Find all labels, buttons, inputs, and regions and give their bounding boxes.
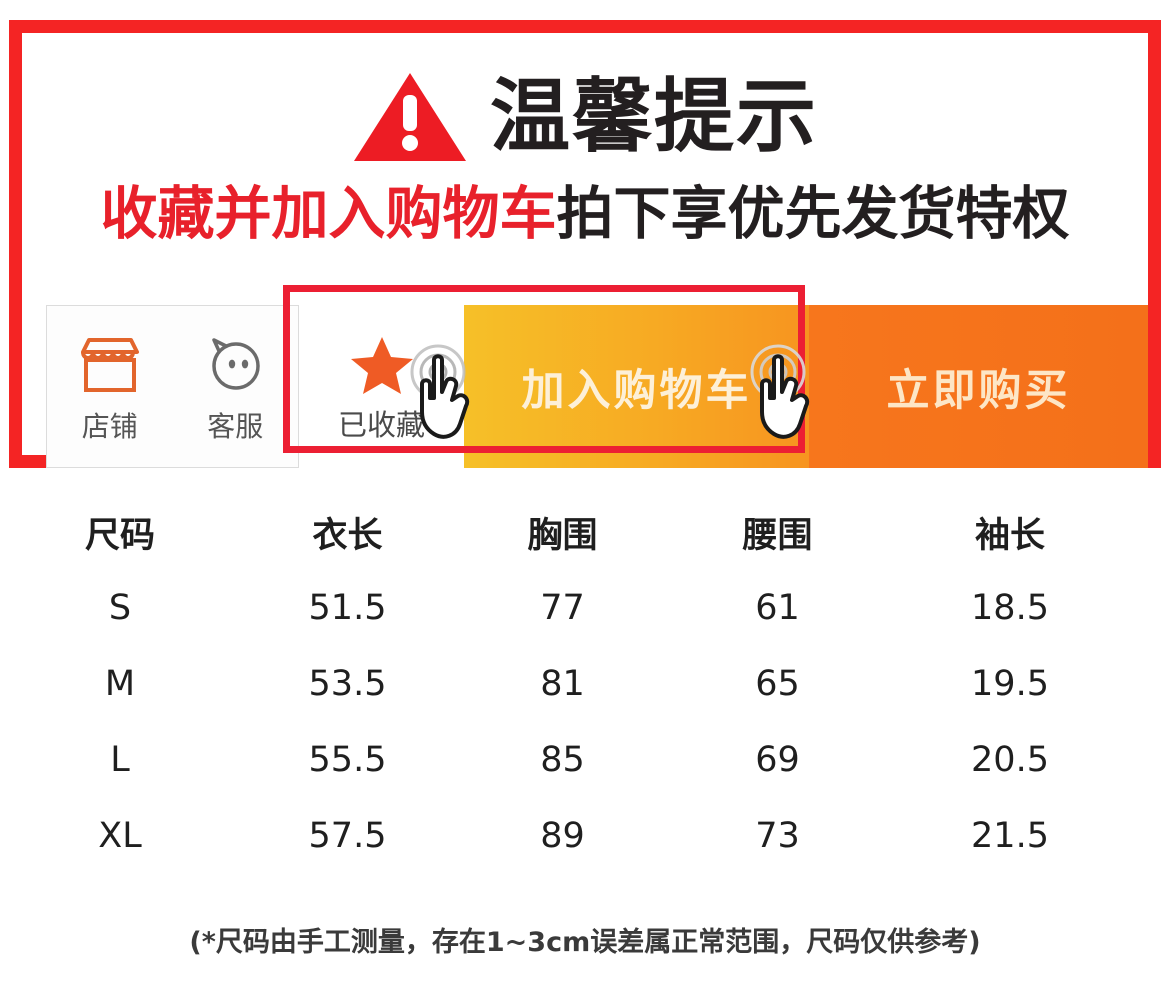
cell-bust: 77 xyxy=(540,588,585,628)
promo-title-row: 温馨提示 xyxy=(22,61,1148,173)
column-header-waist: 腰围 xyxy=(742,515,813,556)
column-header-sleeve: 袖长 xyxy=(974,515,1045,556)
cell-sleeve: 21.5 xyxy=(971,816,1049,856)
favorite-button[interactable]: 已收藏 xyxy=(299,305,464,468)
table-row: L 55.5 85 69 20.5 xyxy=(0,722,1170,798)
promo-frame: 温馨提示 收藏并加入购物车拍下享优先发货特权 店铺 xyxy=(9,20,1161,468)
shop-button[interactable]: 店铺 xyxy=(55,329,165,445)
warning-triangle-icon xyxy=(352,71,468,163)
column-header-length: 衣长 xyxy=(312,515,383,556)
cell-bust: 81 xyxy=(540,664,585,704)
promo-headline: 温馨提示 收藏并加入购物车拍下享优先发货特权 xyxy=(22,33,1148,245)
customer-service-face-icon xyxy=(202,329,268,401)
shop-service-group: 店铺 客服 xyxy=(46,305,299,468)
cell-length: 51.5 xyxy=(308,588,387,628)
footnote: (*尺码由手工测量，存在1~3cm误差属正常范围，尺码仅供参考) xyxy=(189,927,981,958)
cell-sleeve: 18.5 xyxy=(971,588,1049,628)
size-table-header-row: 尺码 衣长 胸围 腰围 袖长 xyxy=(0,494,1170,570)
cell-length: 53.5 xyxy=(308,664,387,704)
shop-button-label: 店铺 xyxy=(81,409,138,443)
star-icon xyxy=(349,330,415,400)
cell-sleeve: 19.5 xyxy=(971,664,1049,704)
customer-service-button[interactable]: 客服 xyxy=(180,329,290,445)
buy-now-button[interactable]: 立即购买 xyxy=(809,305,1148,468)
cell-size: XL xyxy=(98,816,142,856)
promo-subtitle: 收藏并加入购物车拍下享优先发货特权 xyxy=(22,183,1148,245)
cell-waist: 73 xyxy=(755,816,800,856)
table-row: XL 57.5 89 73 21.5 xyxy=(0,798,1170,874)
customer-service-button-label: 客服 xyxy=(207,409,264,443)
cell-waist: 61 xyxy=(755,588,800,628)
cell-waist: 65 xyxy=(755,664,800,704)
cell-size: S xyxy=(108,588,132,628)
cell-length: 55.5 xyxy=(308,740,387,780)
cell-length: 57.5 xyxy=(308,816,387,856)
table-row: S 51.5 77 61 18.5 xyxy=(0,570,1170,646)
cell-sleeve: 20.5 xyxy=(971,740,1049,780)
cell-size: L xyxy=(110,740,130,780)
page-title: 温馨提示 xyxy=(490,70,818,163)
cell-size: M xyxy=(104,664,136,704)
column-header-bust: 胸围 xyxy=(527,515,598,556)
size-table: 尺码 衣长 胸围 腰围 袖长 S 51.5 77 61 18.5 M 53.5 … xyxy=(0,494,1170,874)
cell-bust: 85 xyxy=(540,740,585,780)
promo-subtitle-rest: 拍下享优先发货特权 xyxy=(556,181,1070,247)
favorite-button-label: 已收藏 xyxy=(337,407,425,442)
column-header-size: 尺码 xyxy=(84,515,155,556)
cell-waist: 69 xyxy=(755,740,800,780)
promo-subtitle-highlight: 收藏并加入购物车 xyxy=(100,181,557,247)
add-to-cart-button[interactable]: 加入购物车 xyxy=(464,305,809,468)
cell-bust: 89 xyxy=(540,816,585,856)
action-bar: 店铺 客服 xyxy=(46,305,1148,468)
table-row: M 53.5 81 65 19.5 xyxy=(0,646,1170,722)
storefront-icon xyxy=(77,329,143,401)
